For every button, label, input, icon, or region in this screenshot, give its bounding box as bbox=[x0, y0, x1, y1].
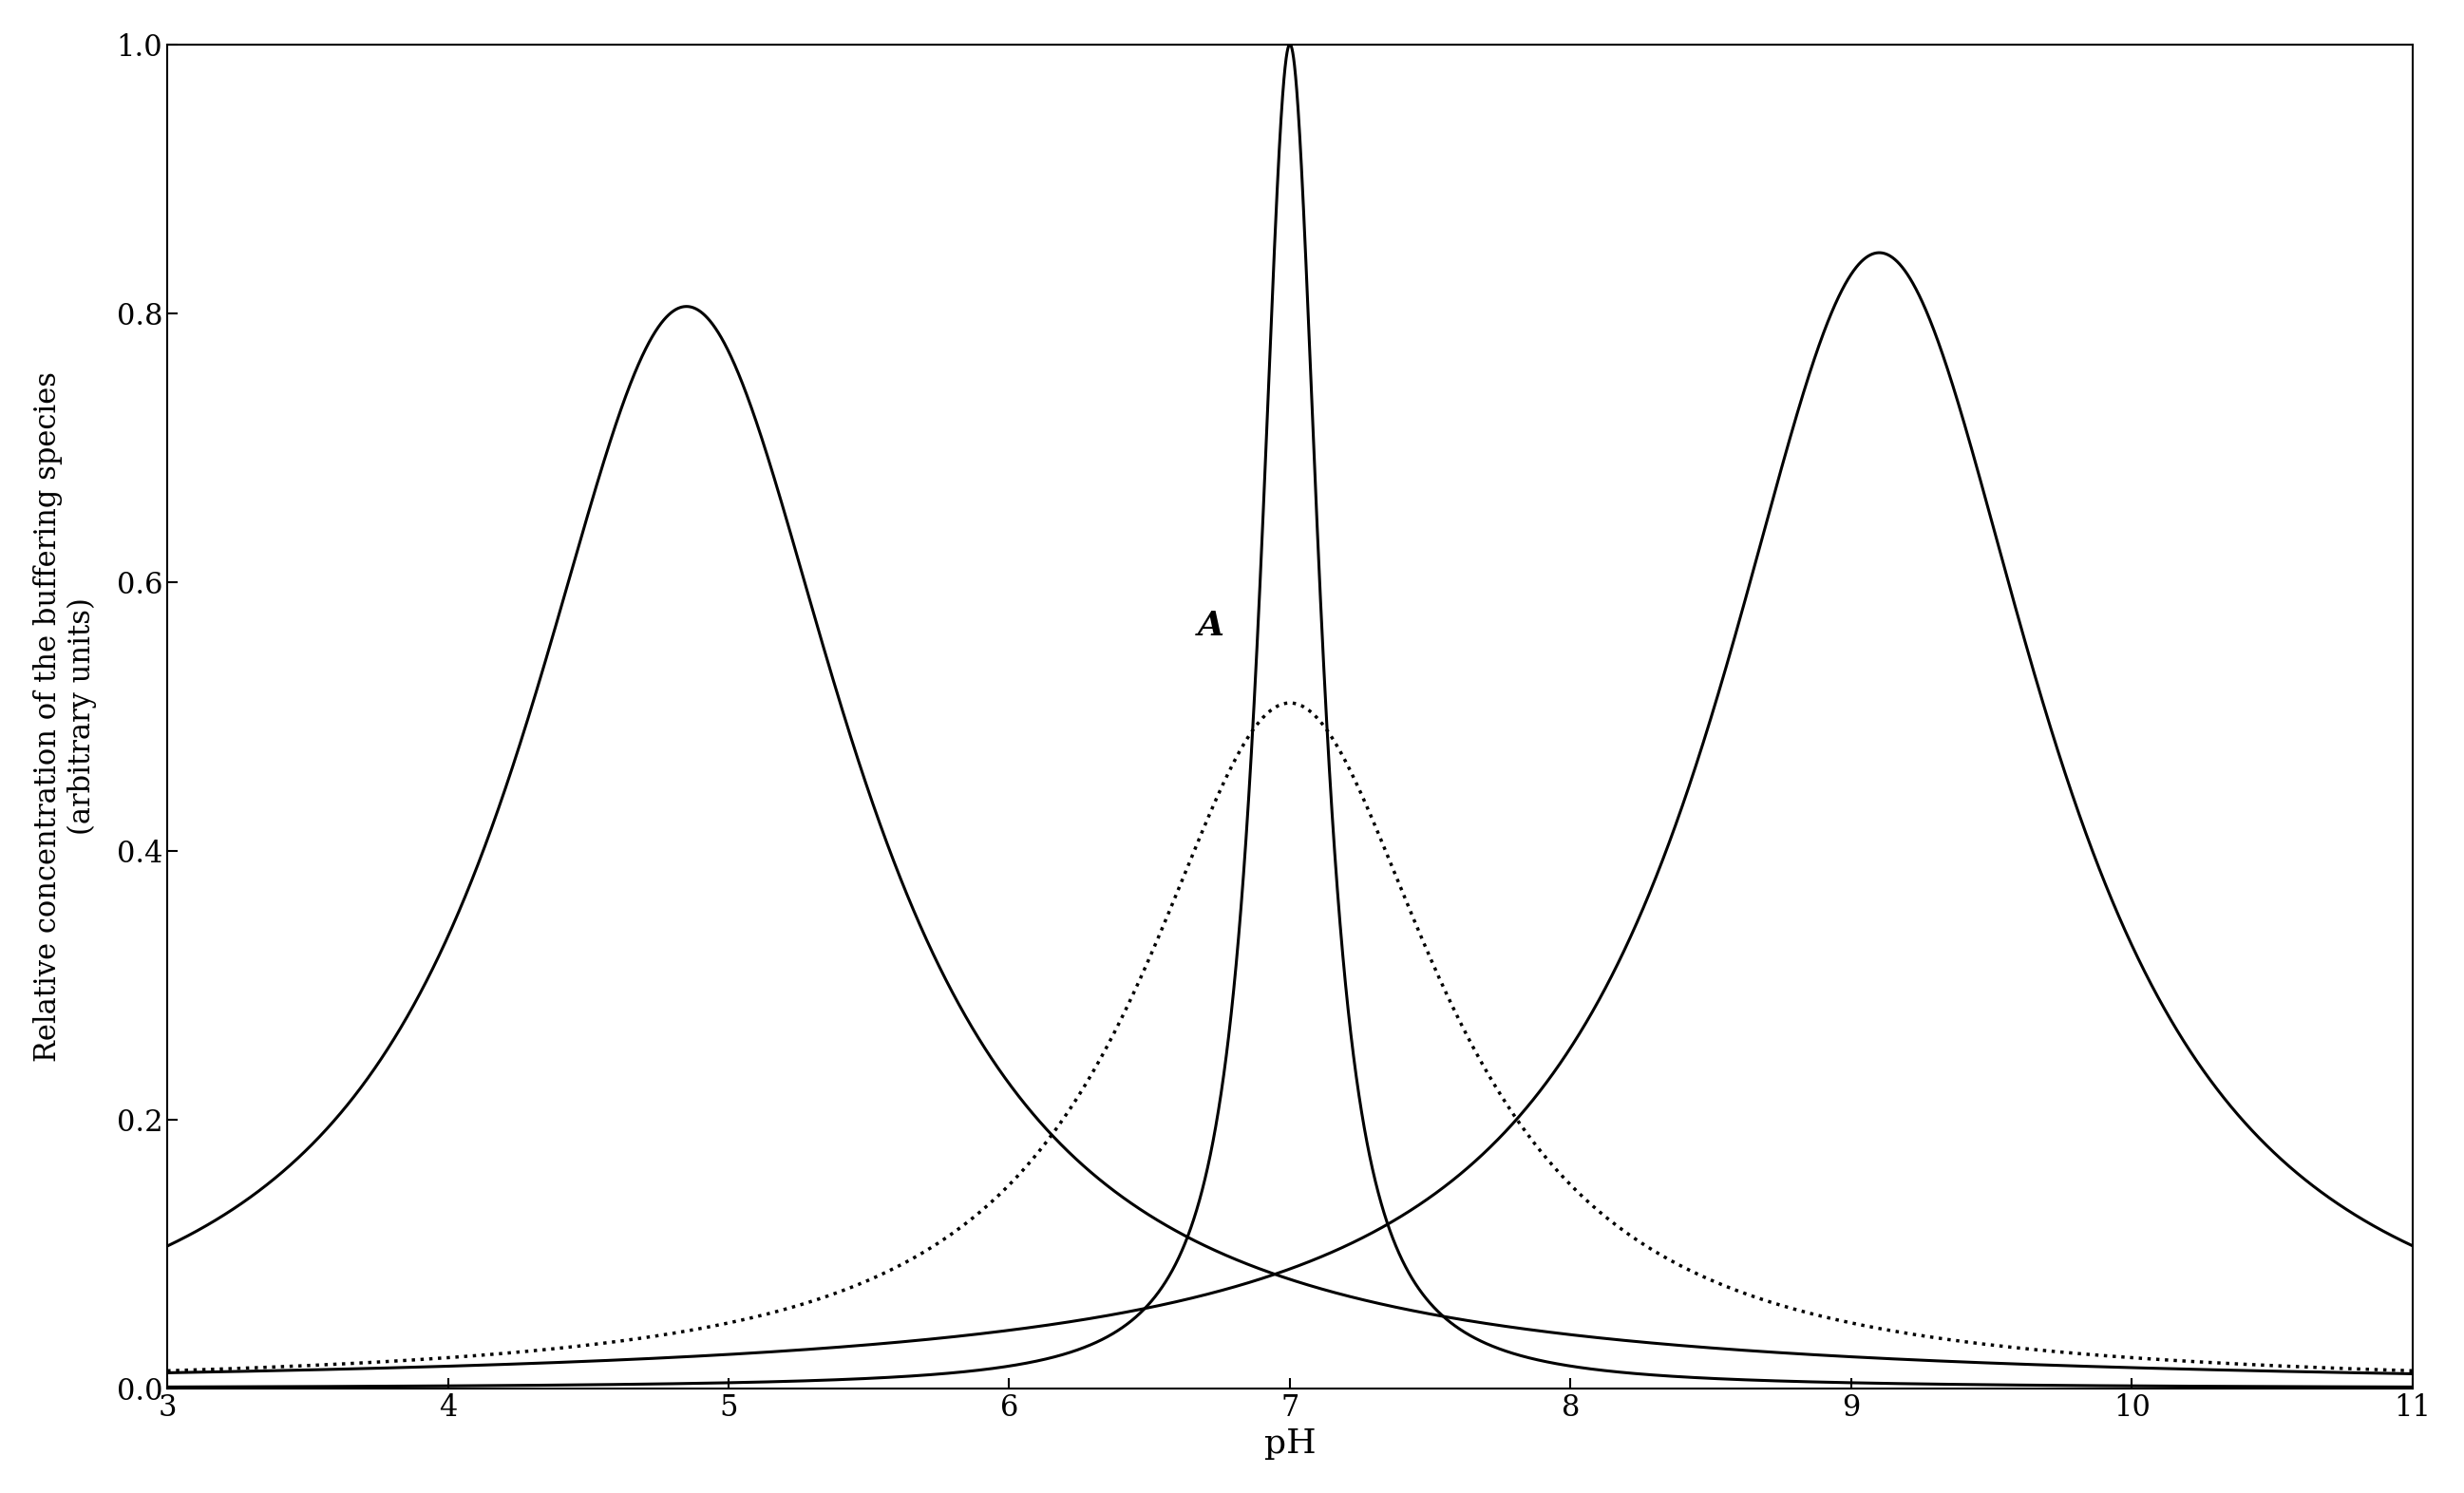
Text: A: A bbox=[1198, 611, 1225, 642]
X-axis label: pH: pH bbox=[1264, 1427, 1316, 1460]
Y-axis label: Relative concentration of the buffering species
(arbitrary units): Relative concentration of the buffering … bbox=[32, 372, 96, 1062]
